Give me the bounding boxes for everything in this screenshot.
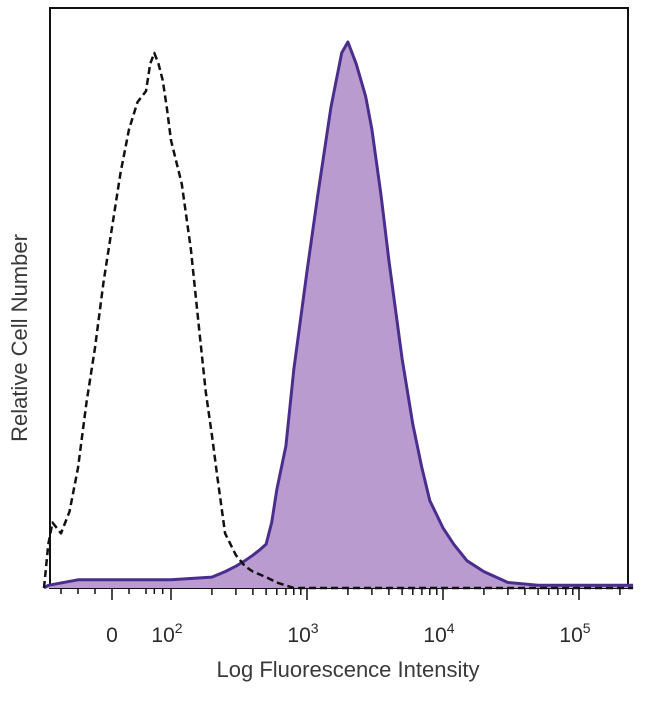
dashed-histogram-line: [42, 51, 634, 590]
x-tick-label: 105: [559, 620, 590, 647]
filled-histogram-outline: [43, 40, 634, 590]
x-tick-label: 104: [423, 620, 454, 647]
x-axis-title: Log Fluorescence Intensity: [217, 657, 480, 682]
x-tick-label: 103: [287, 620, 318, 647]
filled-histogram-area: [44, 42, 634, 588]
x-axis: [60, 588, 621, 600]
y-axis-title: Relative Cell Number: [7, 234, 32, 442]
x-tick-label: 102: [151, 620, 182, 647]
x-tick-label: 0: [106, 624, 118, 647]
series-layer: [42, 40, 634, 590]
x-tick-labels: 0 102 103 104 105: [106, 620, 591, 647]
